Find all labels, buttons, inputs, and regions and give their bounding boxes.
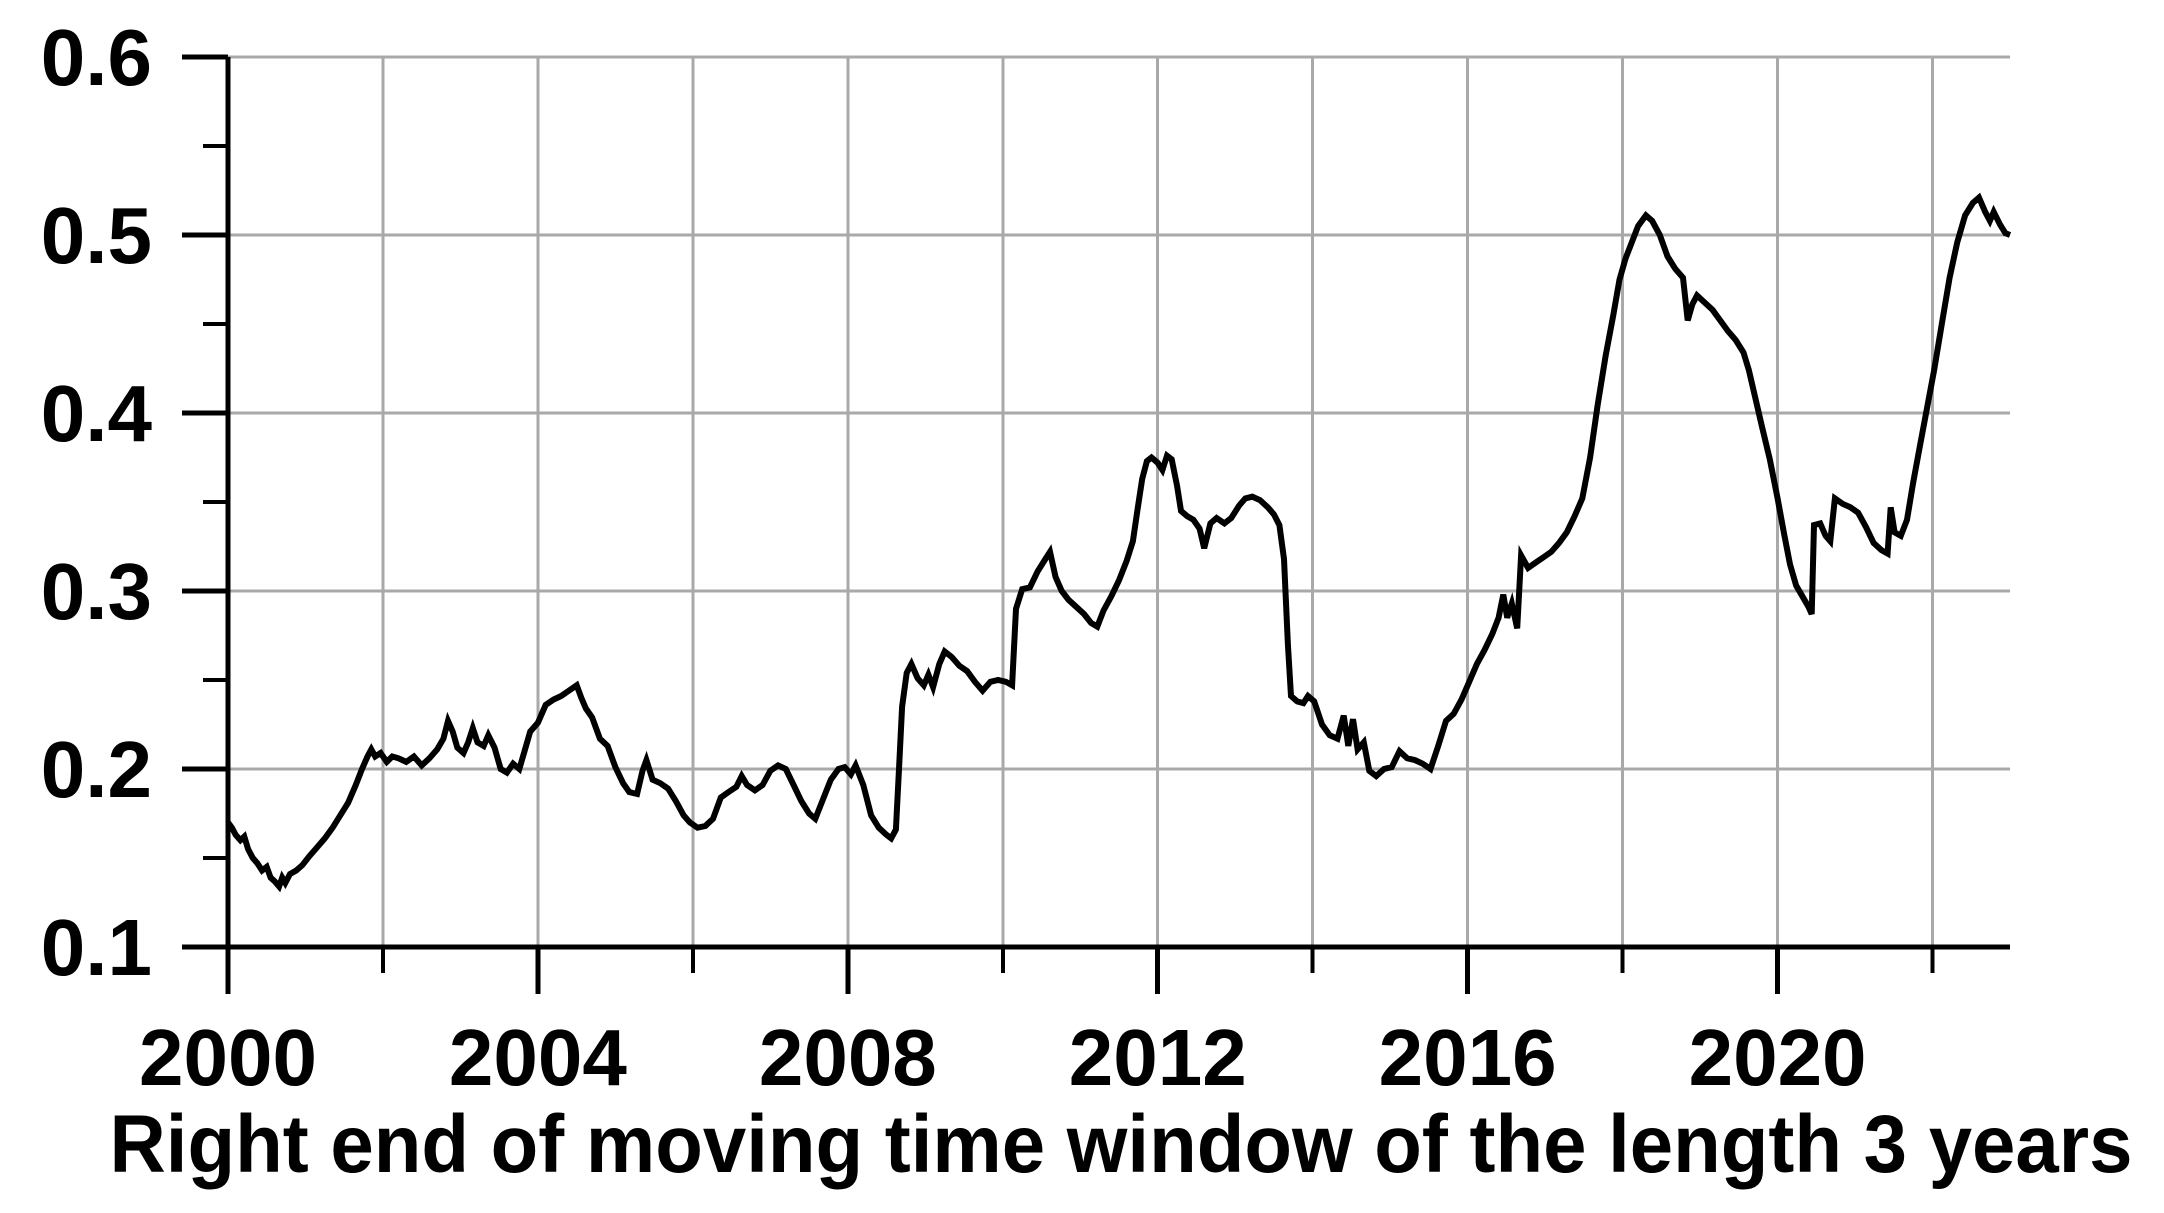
x-axis-tick-labels: 2000 2004 2008 2012 2016 2020 [139, 1013, 1867, 1102]
y-tick-label: 0.6 [41, 13, 152, 102]
y-tick-label: 0.1 [41, 903, 152, 992]
y-tick-label: 0.2 [41, 725, 152, 814]
x-tick-label: 2004 [449, 1013, 627, 1102]
y-axis-tick-labels: 0.1 0.2 0.3 0.4 0.5 0.6 [41, 13, 153, 992]
data-line [225, 192, 2012, 893]
x-tick-label: 2020 [1689, 1013, 1867, 1102]
x-tick-label: 2000 [139, 1013, 317, 1102]
axes [183, 57, 2010, 994]
x-tick-label: 2016 [1379, 1013, 1557, 1102]
y-tick-label: 0.4 [41, 369, 153, 458]
x-axis-title: Right end of moving time window of the l… [110, 1099, 2133, 1190]
x-tick-label: 2012 [1069, 1013, 1247, 1102]
axis-ticks [182, 54, 1935, 994]
y-tick-label: 0.5 [41, 191, 152, 280]
y-tick-label: 0.3 [41, 547, 152, 636]
x-tick-label: 2008 [759, 1013, 937, 1102]
